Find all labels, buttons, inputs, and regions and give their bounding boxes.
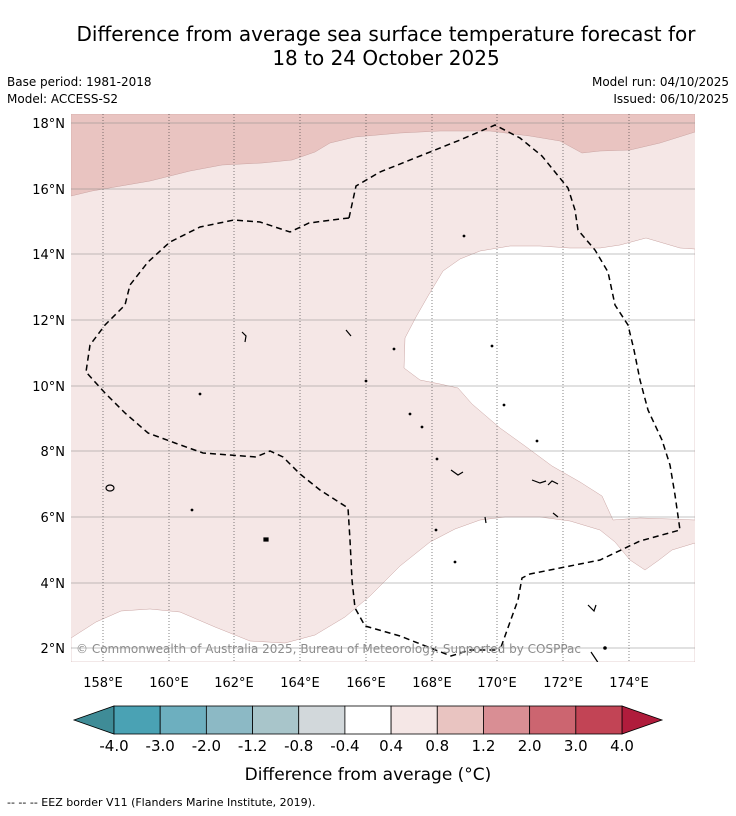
title-line-1: Difference from average sea surface temp… (76, 22, 696, 46)
colorbar: -4.0 -3.0 -2.0 -1.2 -0.8 -0.4 0.4 0.8 1.2 2.0 3.0 4… (72, 705, 664, 755)
lat-label: 18°N (32, 117, 65, 132)
colorbar-tick-label: -1.2 (238, 737, 267, 755)
anomaly-0.8-1.2-region (71, 114, 695, 197)
colorbar-swatch (113, 705, 161, 735)
colorbar-tick-label: 3.0 (564, 737, 588, 755)
colorbar-under-arrow (72, 705, 115, 735)
eez-footnote: -- -- -- EEZ border V11 (Flanders Marine… (7, 796, 316, 809)
colorbar-tick-label: 2.0 (518, 737, 542, 755)
copyright-notice: © Commonwealth of Australia 2025, Bureau… (76, 642, 581, 656)
colorbar-tick-label: -2.0 (192, 737, 221, 755)
colorbar-swatch (575, 705, 623, 735)
lon-label: 170°E (477, 676, 517, 691)
colorbar-swatch (159, 705, 207, 735)
lon-label: 166°E (346, 676, 386, 691)
lon-label: 172°E (543, 676, 583, 691)
lon-label: 158°E (83, 676, 123, 691)
lon-label: 160°E (149, 676, 189, 691)
lon-label: 164°E (280, 676, 320, 691)
colorbar-swatch (483, 705, 531, 735)
model-run: Model run: 04/10/2025 (591, 75, 729, 89)
base-period: Base period: 1981-2018 (7, 75, 152, 89)
issued-date: Issued: 06/10/2025 (613, 92, 729, 106)
map-title: Difference from average sea surface temp… (0, 22, 736, 70)
colorbar-tick-label: -0.8 (284, 737, 313, 755)
colorbar-tick-label: 0.8 (425, 737, 449, 755)
colorbar-swatch (205, 705, 253, 735)
colorbar-swatch (252, 705, 300, 735)
anomaly-neutral-region-south (71, 516, 695, 662)
islands (105, 234, 607, 662)
lon-label: 168°E (412, 676, 452, 691)
colorbar-swatch (436, 705, 484, 735)
colorbar-swatch (529, 705, 577, 735)
longitude-axis: 158°E 160°E 162°E 164°E 166°E 168°E 170°… (83, 676, 649, 691)
colorbar-tick-label: 1.2 (472, 737, 496, 755)
lon-label: 174°E (609, 676, 649, 691)
colorbar-swatch (298, 705, 346, 735)
colorbar-label: Difference from average (°C) (245, 765, 492, 785)
colorbar-tick-label: 4.0 (610, 737, 634, 755)
lat-label: 2°N (41, 642, 66, 657)
model-name: Model: ACCESS-S2 (7, 92, 119, 106)
lat-label: 16°N (32, 183, 65, 198)
lat-label: 6°N (41, 511, 66, 526)
anomaly-neutral-region-east (403, 237, 695, 521)
lat-label: 10°N (32, 380, 65, 395)
colorbar-tick-label: -3.0 (146, 737, 175, 755)
colorbar-swatch (344, 705, 392, 735)
eez-border-west (85, 217, 500, 657)
meta-right: Model run: 04/10/2025 Issued: 06/10/2025 (592, 74, 729, 108)
colorbar-over-arrow (621, 705, 664, 735)
lat-label: 4°N (41, 577, 66, 592)
eez-border-east (348, 124, 681, 651)
lon-label: 162°E (214, 676, 254, 691)
colorbar-tick-label: 0.4 (379, 737, 403, 755)
map-panel: © Commonwealth of Australia 2025, Bureau… (71, 114, 695, 662)
lat-label: 8°N (41, 445, 66, 460)
lat-label: 12°N (32, 314, 65, 329)
colorbar-tick-label: -0.4 (330, 737, 359, 755)
latitude-lines (71, 122, 695, 649)
latitude-axis: 18°N 16°N 14°N 12°N 10°N 8°N 6°N 4°N 2°N (32, 117, 65, 657)
meta-left: Base period: 1981-2018 Model: ACCESS-S2 (7, 74, 152, 108)
graticule (102, 114, 630, 662)
colorbar-swatch (390, 705, 438, 735)
colorbar-tick-label: -4.0 (99, 737, 128, 755)
lat-label: 14°N (32, 248, 65, 263)
title-line-2: 18 to 24 October 2025 (272, 46, 500, 70)
